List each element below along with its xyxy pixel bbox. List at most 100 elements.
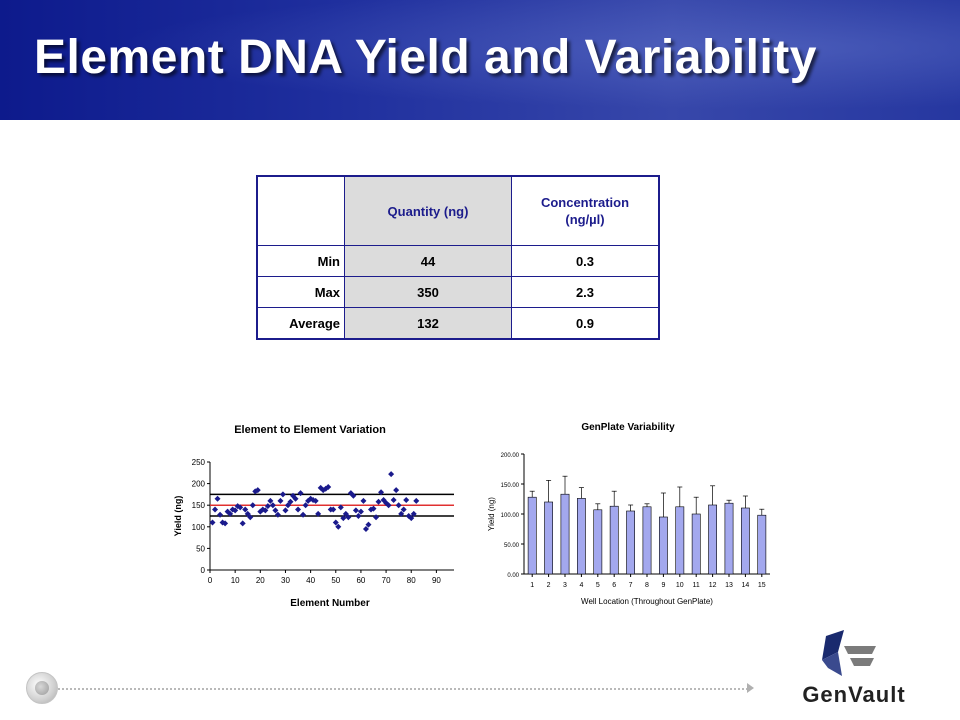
data-point — [239, 520, 246, 527]
logo-wordmark: GenVault — [802, 682, 906, 707]
table-header-row: Quantity (ng) Concentration (ng/µl) — [256, 175, 660, 246]
x-tick-label: 50 — [331, 576, 340, 585]
data-point — [332, 519, 339, 526]
x-tick-label: 8 — [645, 582, 649, 589]
data-point — [247, 514, 254, 521]
quantity-column-header: Quantity (ng) — [344, 175, 512, 246]
data-point — [312, 497, 319, 504]
data-point — [287, 498, 294, 505]
x-tick-label: 5 — [596, 582, 600, 589]
data-point — [315, 510, 322, 517]
genplate-variability-bar-chart: GenPlate Variability 0.00 50.00 100.00 150.0… — [487, 422, 770, 606]
data-point — [350, 492, 357, 499]
x-tick-label: 9 — [661, 582, 665, 589]
y-tick-label: 100.00 — [501, 513, 520, 519]
concentration-cell: 2.3 — [511, 276, 660, 308]
data-point — [378, 489, 385, 496]
data-point — [325, 484, 332, 491]
data-point — [395, 502, 402, 509]
data-point — [398, 510, 405, 517]
concentration-cell: 0.9 — [511, 307, 660, 340]
concentration-column-header: Concentration (ng/µl) — [511, 175, 660, 246]
y-tick-label: 200.00 — [501, 453, 520, 459]
y-tick-label: 250 — [192, 458, 206, 467]
x-axis-label: Element Number — [290, 598, 370, 609]
x-tick-label: 4 — [579, 582, 583, 589]
row-label: Min — [256, 245, 345, 277]
element-variation-scatter-chart: Element to Element Variation050100150200… — [173, 424, 454, 609]
bar — [609, 505, 619, 575]
data-point — [209, 519, 216, 526]
data-point — [335, 523, 342, 530]
x-tick-label: 80 — [407, 576, 416, 585]
data-point — [310, 497, 317, 504]
x-axis-label: Well Location (Throughout GenPlate) — [581, 597, 713, 606]
bar — [708, 504, 717, 575]
concentration-header-line2: (ng/µl) — [565, 212, 605, 227]
y-tick-label: 0.00 — [507, 573, 519, 579]
data-point — [277, 497, 284, 504]
row-label: Max — [256, 276, 345, 308]
x-tick-label: 6 — [612, 582, 616, 589]
data-point — [297, 490, 304, 497]
x-tick-label: 2 — [547, 582, 551, 589]
chart-title: Element to Element Variation — [234, 424, 386, 436]
data-point — [212, 506, 219, 513]
data-point — [264, 503, 271, 510]
x-tick-label: 70 — [382, 576, 391, 585]
data-point — [254, 487, 261, 494]
data-point — [352, 507, 359, 514]
x-tick-label: 30 — [281, 576, 290, 585]
y-tick-label: 50.00 — [504, 543, 520, 549]
title-banner — [0, 0, 960, 120]
data-point — [385, 502, 392, 509]
quantity-cell: 132 — [344, 307, 512, 340]
data-point — [282, 507, 289, 514]
data-point — [262, 507, 269, 514]
data-point — [269, 502, 276, 509]
concentration-header-line1: Concentration — [540, 195, 630, 210]
data-point — [302, 502, 309, 509]
data-point — [373, 514, 380, 521]
table-row: Max 350 2.3 — [256, 276, 660, 308]
bar — [593, 509, 603, 575]
bar — [544, 501, 553, 575]
x-tick-label: 1 — [530, 582, 534, 589]
bar — [691, 513, 701, 575]
y-tick-label: 150 — [192, 501, 206, 510]
x-tick-label: 11 — [693, 582, 700, 589]
x-tick-label: 13 — [725, 582, 733, 589]
slide-nav-button[interactable] — [26, 672, 58, 704]
quantity-cell: 44 — [344, 245, 512, 277]
data-point — [393, 487, 400, 494]
x-tick-label: 60 — [356, 576, 365, 585]
data-point — [237, 504, 244, 511]
table-row: Average 132 0.9 — [256, 307, 660, 340]
y-tick-label: 200 — [192, 480, 206, 489]
table-row: Min 44 0.3 — [256, 245, 660, 277]
bar — [724, 502, 734, 575]
data-point — [267, 497, 274, 504]
bar — [560, 493, 570, 575]
bar — [577, 498, 586, 575]
y-axis-label: Yield (ng) — [173, 496, 183, 537]
x-tick-label: 7 — [629, 582, 633, 589]
data-point — [340, 515, 347, 522]
footer-divider — [58, 688, 748, 690]
y-tick-label: 50 — [196, 544, 205, 553]
bar — [659, 516, 668, 575]
data-point — [292, 495, 299, 502]
x-tick-label: 10 — [231, 576, 240, 585]
y-axis-label: Yield (ng) — [487, 497, 496, 531]
y-tick-label: 0 — [201, 566, 206, 575]
x-tick-label: 90 — [432, 576, 441, 585]
data-point — [403, 497, 410, 504]
data-point — [300, 511, 307, 518]
x-tick-label: 20 — [256, 576, 265, 585]
row-label: Average — [256, 307, 345, 340]
x-tick-label: 40 — [306, 576, 315, 585]
data-point — [279, 491, 286, 498]
bar — [626, 510, 635, 575]
chart-title: GenPlate Variability — [581, 422, 675, 433]
data-point — [362, 525, 369, 532]
